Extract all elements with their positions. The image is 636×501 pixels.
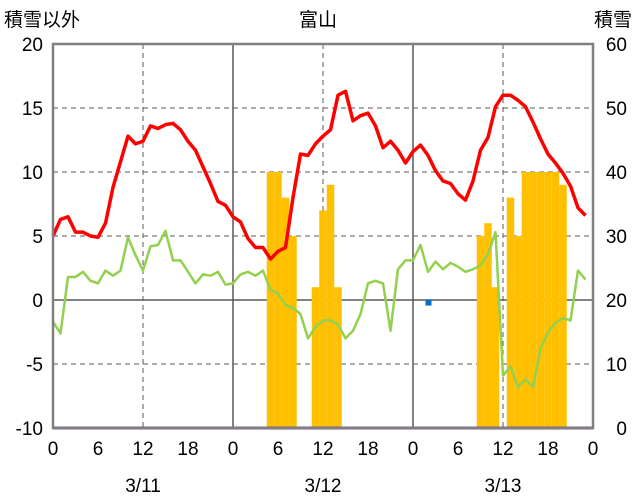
left-tick-label: 20 [22, 35, 43, 56]
plot-border [51, 42, 595, 430]
left-axis-ticks: -10 -5 0 5 10 15 20 [16, 35, 43, 440]
snow-depth-bar [476, 236, 485, 428]
snow-depth-bar [289, 236, 297, 428]
snow-depth-bar [266, 172, 275, 428]
snow-depth-bar [544, 172, 552, 428]
snow-depth-bar [514, 236, 522, 428]
left-tick-label: 10 [22, 163, 43, 184]
date-label: 3/11 [125, 476, 161, 497]
snow-depth-bar [326, 184, 335, 428]
right-tick-label: 30 [606, 227, 627, 248]
x-tick-label: 6 [93, 439, 104, 460]
left-tick-label: -5 [26, 355, 43, 376]
snow-depth-bar [484, 223, 492, 428]
right-tick-label: 40 [606, 163, 627, 184]
x-tick-label: 18 [177, 439, 198, 460]
x-tick-label: 0 [228, 439, 239, 460]
date-label: 3/12 [305, 476, 342, 497]
left-tick-label: 15 [22, 99, 43, 120]
snow-depth-bar [491, 287, 500, 428]
plot-frame [51, 42, 595, 430]
left-tick-label: 0 [32, 291, 43, 312]
snow-depth-bar [536, 172, 545, 428]
date-labels: 3/11 3/12 3/13 [125, 476, 521, 497]
x-tick-label: 0 [408, 439, 419, 460]
x-tick-label: 12 [132, 439, 153, 460]
snow-depth-bar [551, 172, 560, 428]
snow-depth-bar [529, 172, 537, 428]
x-tick-label: 0 [48, 439, 59, 460]
right-tick-label: 50 [606, 99, 627, 120]
left-axis-title: 積雪以外 [4, 9, 80, 31]
snow-depth-bar [506, 197, 515, 428]
snow-depth-bar [311, 287, 320, 428]
x-tick-label: 6 [453, 439, 464, 460]
x-tick-label: 12 [312, 439, 333, 460]
left-tick-label: -10 [16, 419, 43, 440]
precip-marker [425, 299, 432, 306]
series-line-1 [51, 229, 587, 389]
x-tick-label: 0 [588, 439, 599, 460]
bar-series [266, 172, 567, 428]
snow-depth-bar [559, 184, 567, 428]
x-tick-label: 18 [357, 439, 378, 460]
snow-depth-bar [334, 287, 342, 428]
right-tick-label: 20 [606, 291, 627, 312]
left-tick-label: 5 [32, 227, 43, 248]
snow-depth-bar [274, 172, 282, 428]
snow-depth-bar [319, 210, 327, 428]
date-label: 3/13 [485, 476, 522, 497]
x-tick-label: 18 [537, 439, 558, 460]
right-axis-ticks: 0 10 20 30 40 50 60 [606, 35, 627, 440]
snow-depth-bar [521, 172, 530, 428]
right-tick-label: 60 [606, 35, 627, 56]
right-tick-label: 10 [606, 355, 627, 376]
right-tick-label: 0 [616, 419, 627, 440]
snow-depth-bar [281, 197, 290, 428]
series-line-0 [51, 89, 587, 261]
x-tick-label: 6 [273, 439, 284, 460]
right-axis-title: 積雪 [594, 9, 632, 31]
x-tick-label: 12 [492, 439, 513, 460]
chart-title: 富山 [299, 9, 337, 31]
x-axis-ticks: 0 6 12 18 0 6 12 18 0 6 12 18 0 [48, 439, 599, 460]
